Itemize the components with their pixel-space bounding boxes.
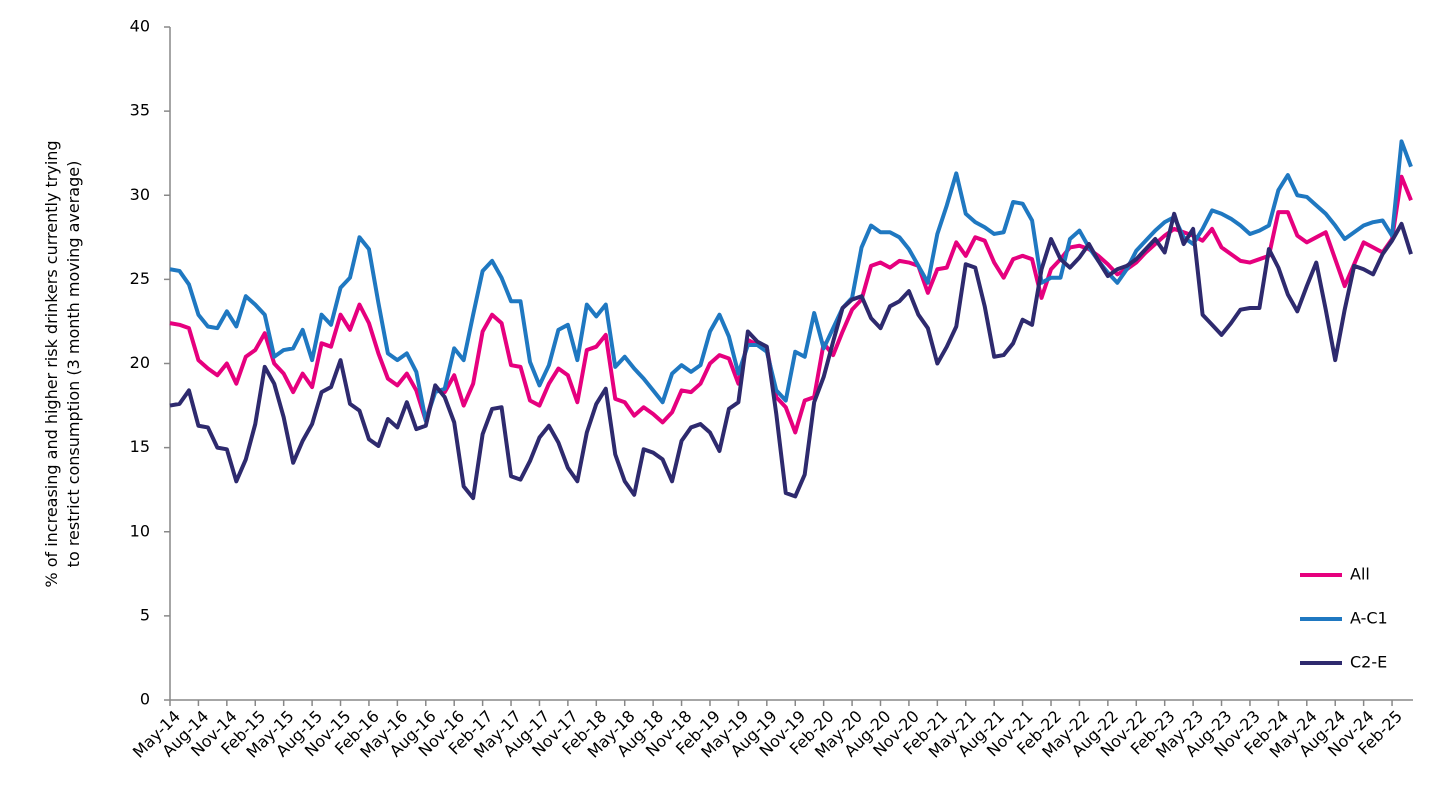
y-tick-label: 10	[130, 521, 150, 540]
legend-label: C2-E	[1350, 653, 1387, 672]
y-axis-label-line: % of increasing and higher risk drinkers…	[42, 140, 61, 587]
series-line	[169, 174, 1413, 435]
y-axis-label: % of increasing and higher risk drinkers…	[42, 140, 83, 587]
y-tick-label: 40	[130, 17, 150, 36]
y-tick-label: 20	[130, 353, 150, 372]
series-line	[169, 211, 1413, 501]
y-tick-label: 30	[130, 185, 150, 204]
y-tick-label: 0	[140, 690, 150, 709]
y-tick-label: 25	[130, 269, 150, 288]
legend-label: All	[1350, 565, 1370, 584]
series-line	[169, 139, 1413, 423]
y-tick-label: 35	[130, 101, 150, 120]
legend-label: A-C1	[1350, 609, 1388, 628]
y-tick-label: 15	[130, 437, 150, 456]
y-tick-label: 5	[140, 605, 150, 624]
y-axis-label-line: to restrict consumption (3 month moving …	[64, 161, 83, 568]
